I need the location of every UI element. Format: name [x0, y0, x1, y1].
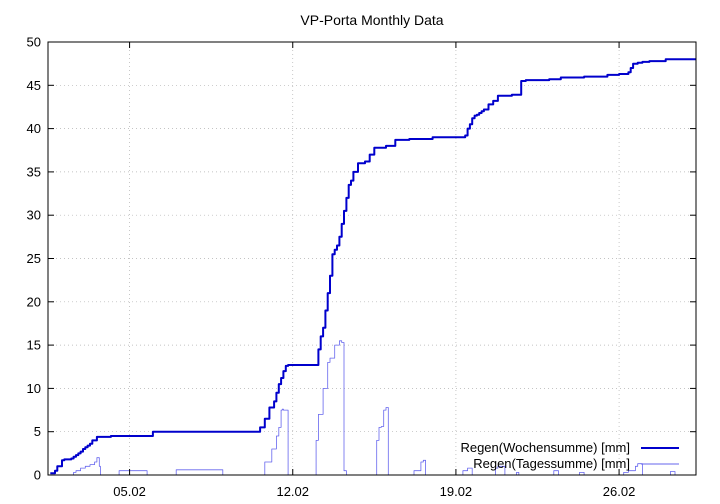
y-tick-label: 30: [27, 208, 41, 223]
x-tick-label: 05.02: [113, 484, 146, 499]
y-tick-label: 5: [34, 424, 41, 439]
x-tick-label: 12.02: [276, 484, 309, 499]
legend-label-tagessumme: Regen(Tagessumme) [mm]: [473, 456, 630, 471]
y-tick-label: 45: [27, 78, 41, 93]
y-tick-label: 40: [27, 121, 41, 136]
axis-ticks: 0 5 10 15 20 25 30 35 40 45 50 05.02 12.02 19.02 26.02: [27, 35, 696, 499]
x-tick-label: 19.02: [440, 484, 473, 499]
grid: [48, 42, 696, 475]
y-tick-label: 15: [27, 338, 41, 353]
y-tick-label: 0: [34, 468, 41, 483]
x-tick-label: 26.02: [603, 484, 636, 499]
y-tick-label: 10: [27, 381, 41, 396]
y-tick-label: 25: [27, 251, 41, 266]
series-line-wochensumme: [50, 58, 696, 475]
chart-title: VP-Porta Monthly Data: [300, 12, 443, 28]
legend-label-wochensumme: Regen(Wochensumme) [mm]: [460, 440, 630, 455]
legend: Regen(Wochensumme) [mm] Regen(Tagessumme…: [460, 440, 679, 471]
y-tick-label: 35: [27, 164, 41, 179]
y-tick-label: 50: [27, 35, 41, 50]
y-tick-label: 20: [27, 294, 41, 309]
